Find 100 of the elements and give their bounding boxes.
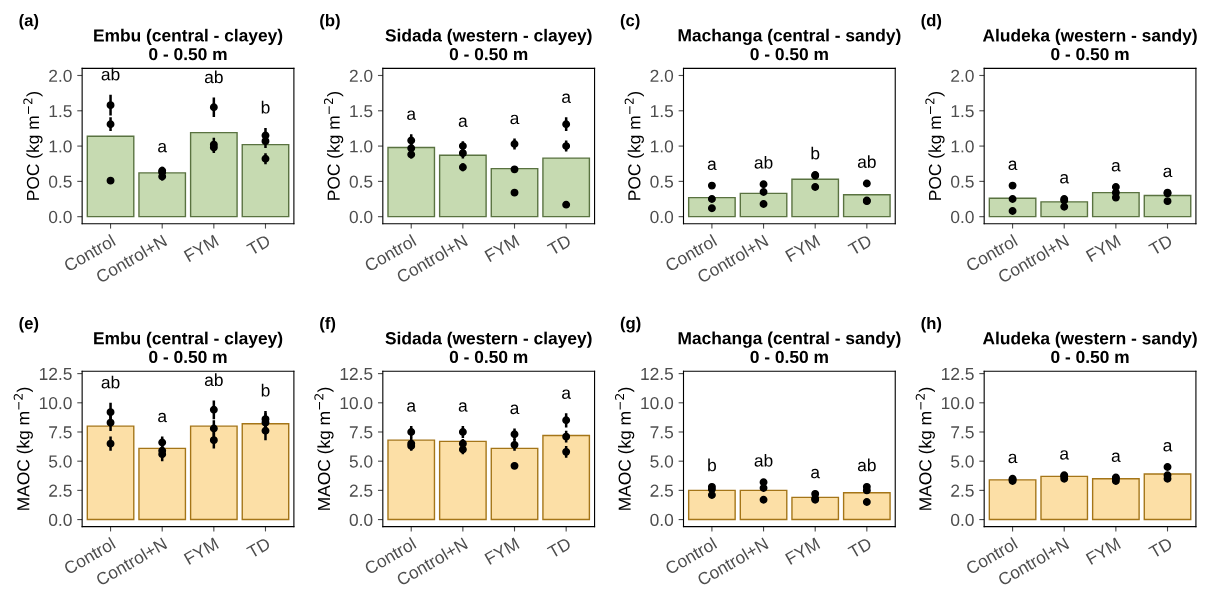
annotation: a bbox=[510, 114, 520, 125]
text: (d) bbox=[921, 14, 942, 30]
annotation: a bbox=[562, 93, 571, 104]
y-tick-label: 0.0 bbox=[650, 210, 674, 224]
y-tick-label: 0.5 bbox=[48, 175, 72, 188]
x-tick-label: TD bbox=[1148, 234, 1174, 256]
x-tick-label: TD bbox=[847, 234, 873, 256]
y-tick-label: 7.5 bbox=[951, 426, 974, 439]
x-tick-label: TD bbox=[1148, 537, 1174, 559]
y-tick-label: 1.0 bbox=[650, 140, 674, 153]
annotation: ab bbox=[754, 155, 773, 169]
y-tick-label: 12.5 bbox=[340, 367, 373, 381]
y-tick-label: 12.5 bbox=[39, 367, 72, 381]
x-tick-label: FYM bbox=[484, 234, 520, 262]
y-tick-label: 1.0 bbox=[951, 140, 974, 153]
text: (f) bbox=[320, 316, 336, 333]
annotation: a bbox=[1060, 450, 1070, 460]
y-tick-label: 7.5 bbox=[49, 426, 72, 439]
y-tick-label: 0.0 bbox=[349, 210, 373, 224]
text: (b) bbox=[320, 14, 340, 30]
y-tick-label: 2.5 bbox=[951, 484, 974, 497]
x-tick-label: FYM bbox=[484, 537, 520, 565]
x-tick-label: TD bbox=[546, 537, 572, 559]
y-tick-label: 0.5 bbox=[349, 175, 373, 188]
annotation: a bbox=[562, 389, 571, 399]
y-tick-label: 1.5 bbox=[650, 105, 674, 118]
y-tick-label: 10.0 bbox=[39, 396, 72, 410]
annotation: a bbox=[510, 404, 520, 415]
text: (e) bbox=[19, 316, 39, 333]
annotation: a bbox=[407, 402, 417, 412]
x-tick-label: TD bbox=[847, 537, 873, 559]
text: (g) bbox=[620, 316, 641, 333]
annotation: b bbox=[708, 458, 716, 472]
y-tick-label: 0.0 bbox=[349, 513, 373, 527]
y-tick-label: 7.5 bbox=[650, 426, 674, 439]
x-tick-label: FYM bbox=[183, 234, 219, 262]
y-tick-label: 10.0 bbox=[641, 396, 674, 410]
y-axis-title: POC (kg m$^{−2}$) bbox=[925, 92, 945, 200]
annotation: a bbox=[1111, 452, 1121, 462]
annotation: b bbox=[261, 383, 270, 397]
y-axis-title: POC (kg m$^{−2}$) bbox=[323, 92, 344, 200]
y-tick-label: 0.0 bbox=[951, 513, 974, 527]
y-tick-label: 5.0 bbox=[48, 455, 72, 468]
x-tick-label: FYM bbox=[785, 234, 821, 262]
y-axis-title: MAOC (kg m$^{−2}$) bbox=[614, 387, 635, 510]
y-tick-label: 1.0 bbox=[350, 140, 373, 153]
y-tick-label: 2.5 bbox=[349, 484, 373, 497]
y-tick-label: 2.0 bbox=[951, 69, 974, 82]
y-tick-label: 12.5 bbox=[641, 367, 674, 381]
y-tick-label: 2.0 bbox=[650, 69, 674, 82]
y-axis-title: POC (kg m$^{−2}$) bbox=[23, 92, 43, 200]
y-tick-label: 7.5 bbox=[349, 426, 373, 439]
y-tick-label: 1.5 bbox=[49, 105, 72, 118]
y-tick-label: 2.0 bbox=[349, 69, 373, 82]
chart-title: Sidada (western - clayey) 0 - 0.50 m bbox=[385, 331, 592, 364]
y-tick-label: 0.0 bbox=[951, 210, 974, 224]
annotation: a bbox=[407, 110, 417, 120]
y-tick-label: 0.5 bbox=[650, 175, 674, 188]
annotation: b bbox=[261, 100, 270, 114]
y-tick-label: 2.0 bbox=[49, 69, 72, 82]
annotation: a bbox=[458, 117, 468, 128]
y-tick-label: 0.0 bbox=[48, 513, 72, 527]
y-tick-label: 0.0 bbox=[650, 513, 674, 527]
y-axis-title: MAOC (kg m$^{−2}$) bbox=[13, 387, 33, 510]
y-tick-label: 10.0 bbox=[941, 396, 974, 410]
x-tick-label: FYM bbox=[1085, 537, 1121, 565]
annotation: a bbox=[1008, 453, 1018, 464]
chart-title: Machanga (central - sandy) 0 - 0.50 m bbox=[678, 331, 901, 364]
y-axis-title: MAOC (kg m$^{−2}$) bbox=[915, 387, 935, 510]
y-tick-label: 2.5 bbox=[650, 484, 674, 497]
annotation: a bbox=[1163, 167, 1173, 178]
y-tick-label: 12.5 bbox=[941, 367, 974, 381]
annotation: a bbox=[458, 402, 468, 412]
y-axis-title: MAOC (kg m$^{−2}$) bbox=[314, 387, 334, 510]
y-tick-label: 0.5 bbox=[951, 175, 974, 188]
y-tick-label: 1.5 bbox=[951, 105, 974, 118]
annotation: a bbox=[1163, 441, 1173, 452]
annotation: ab bbox=[101, 67, 120, 81]
chart-title: Sidada (western - clayey) 0 - 0.50 m bbox=[385, 28, 592, 61]
text: (h) bbox=[921, 316, 942, 333]
y-tick-label: 10.0 bbox=[340, 396, 373, 410]
annotation: a bbox=[1008, 160, 1018, 171]
x-tick-label: FYM bbox=[183, 537, 219, 565]
annotation: ab bbox=[204, 373, 223, 387]
chart-title: Machanga (central - sandy) 0 - 0.50 m bbox=[678, 28, 901, 61]
annotation: a bbox=[811, 468, 821, 479]
y-tick-label: 5.0 bbox=[951, 455, 974, 468]
annotation: a bbox=[1111, 161, 1121, 172]
annotation: ab bbox=[101, 375, 120, 389]
x-tick-label: TD bbox=[246, 537, 272, 559]
y-axis-title: POC (kg m$^{−2}$) bbox=[624, 92, 644, 200]
chart-title: Aludeka (western - sandy) 0 - 0.50 m bbox=[982, 28, 1197, 61]
annotation: a bbox=[1060, 173, 1070, 184]
y-tick-label: 1.5 bbox=[350, 105, 373, 118]
x-tick-label: TD bbox=[546, 234, 572, 256]
x-tick-label: TD bbox=[246, 234, 272, 256]
annotation: a bbox=[158, 412, 168, 423]
annotation: a bbox=[707, 160, 717, 171]
annotation: ab bbox=[204, 70, 223, 84]
y-tick-label: 5.0 bbox=[349, 455, 373, 468]
